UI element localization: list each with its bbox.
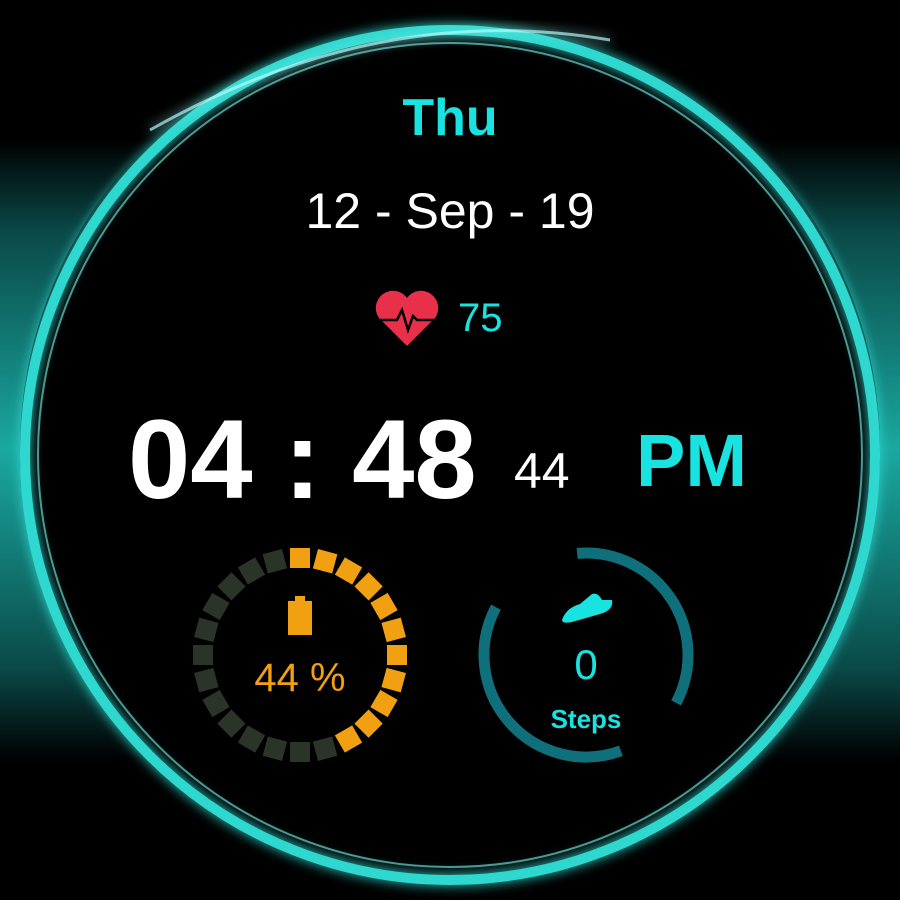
battery-segment (370, 689, 398, 718)
steps-count: 0 (574, 641, 598, 688)
battery-segment (334, 557, 363, 585)
day-of-week: Thu (402, 89, 498, 147)
battery-icon (288, 596, 312, 635)
battery-percent: 44 % (254, 656, 346, 700)
battery-segment (194, 667, 219, 693)
battery-segment (370, 592, 398, 621)
battery-segment (290, 548, 310, 568)
battery-segment (194, 617, 219, 643)
watch-face (20, 20, 880, 880)
battery-segment (262, 549, 288, 574)
heart-pulse-icon (375, 290, 439, 346)
battery-segment (312, 736, 338, 761)
battery-segment (202, 689, 230, 718)
steps-label: Steps (550, 704, 622, 734)
battery-segment (193, 645, 213, 665)
ring-swoosh (149, 29, 611, 132)
heart-rate-value: 75 (458, 296, 503, 340)
battery-segment (354, 572, 383, 601)
battery-segment (381, 667, 406, 693)
battery-segment (237, 557, 266, 585)
battery-segment (354, 709, 383, 738)
outer-inner-ring (37, 42, 863, 868)
time-seconds: 44 (514, 443, 570, 499)
steps-ring (478, 547, 694, 763)
battery-segment (334, 725, 363, 753)
battery-segment (202, 592, 230, 621)
battery-segment (237, 725, 266, 753)
outer-glow-ring (20, 25, 880, 885)
battery-segment (262, 736, 288, 761)
shoe-icon (562, 593, 613, 623)
battery-segment (290, 742, 310, 762)
battery-segment (217, 709, 246, 738)
am-pm: PM (636, 419, 747, 502)
steps-arc-2 (478, 604, 623, 763)
battery-segment (381, 617, 406, 643)
battery-ring (193, 548, 407, 762)
date: 12 - Sep - 19 (305, 183, 595, 239)
battery-segment (387, 645, 407, 665)
battery-segment (312, 549, 338, 574)
battery-segment (217, 572, 246, 601)
time-hours-minutes: 04 : 48 (128, 397, 477, 522)
steps-arc-1 (576, 547, 694, 706)
